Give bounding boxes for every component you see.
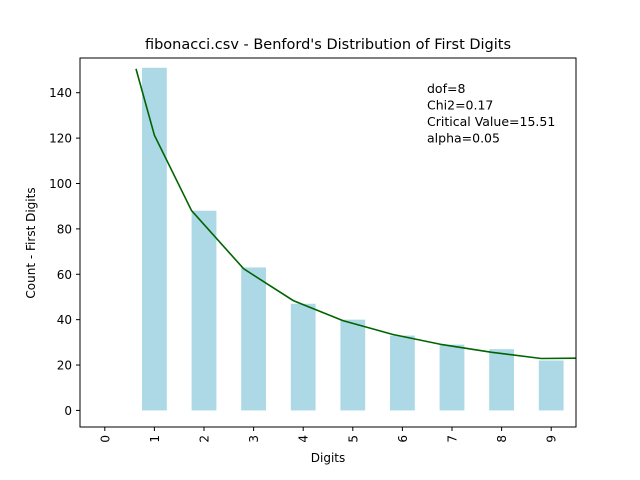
y-tick-label: 60 xyxy=(57,268,72,282)
bar-digit-6 xyxy=(390,335,415,411)
bar-group xyxy=(142,67,564,411)
benford-expected-line xyxy=(135,68,577,360)
y-tick-label: 120 xyxy=(49,132,72,146)
y-tick-label: 0 xyxy=(64,404,72,418)
x-tick-label: 4 xyxy=(297,435,311,443)
annotation-line: Critical Value=15.51 xyxy=(427,114,555,129)
x-axis-label: Digits xyxy=(311,451,345,465)
y-axis: 0 20 40 60 80 100 120 140 xyxy=(49,86,80,418)
annotation-line: Chi2=0.17 xyxy=(427,98,493,113)
x-tick-label: 5 xyxy=(346,435,360,443)
bar-digit-5 xyxy=(340,319,366,411)
y-tick-label: 100 xyxy=(49,177,72,191)
x-tick-label: 2 xyxy=(198,435,212,443)
x-axis: 0 1 2 3 4 5 6 7 8 9 xyxy=(98,427,559,443)
x-tick-label: 0 xyxy=(98,435,112,443)
bar-digit-2 xyxy=(191,210,217,411)
bar-digit-3 xyxy=(241,267,266,411)
x-tick-label: 7 xyxy=(446,435,460,443)
y-tick-label: 20 xyxy=(57,359,72,373)
x-tick-label: 6 xyxy=(396,435,410,443)
y-tick-label: 80 xyxy=(57,222,72,236)
y-tick-label: 40 xyxy=(57,313,72,327)
y-tick-label: 140 xyxy=(49,86,72,100)
y-axis-label: Count - First Digits xyxy=(24,187,38,298)
bar-digit-8 xyxy=(489,349,514,411)
x-tick-label: 8 xyxy=(495,435,509,443)
bar-digit-1 xyxy=(142,67,167,411)
x-tick-label: 1 xyxy=(148,435,162,443)
plot-frame xyxy=(79,57,577,428)
bar-digit-9 xyxy=(538,360,564,411)
bar-digit-4 xyxy=(290,303,316,411)
line-group xyxy=(135,68,577,360)
bar-digit-7 xyxy=(439,344,465,411)
x-tick-label: 3 xyxy=(247,435,261,443)
chart-title: fibonacci.csv - Benford's Distribution o… xyxy=(145,37,511,53)
annotation-line: alpha=0.05 xyxy=(427,131,500,146)
annotation-line: dof=8 xyxy=(427,81,465,96)
x-tick-label: 9 xyxy=(545,435,559,443)
